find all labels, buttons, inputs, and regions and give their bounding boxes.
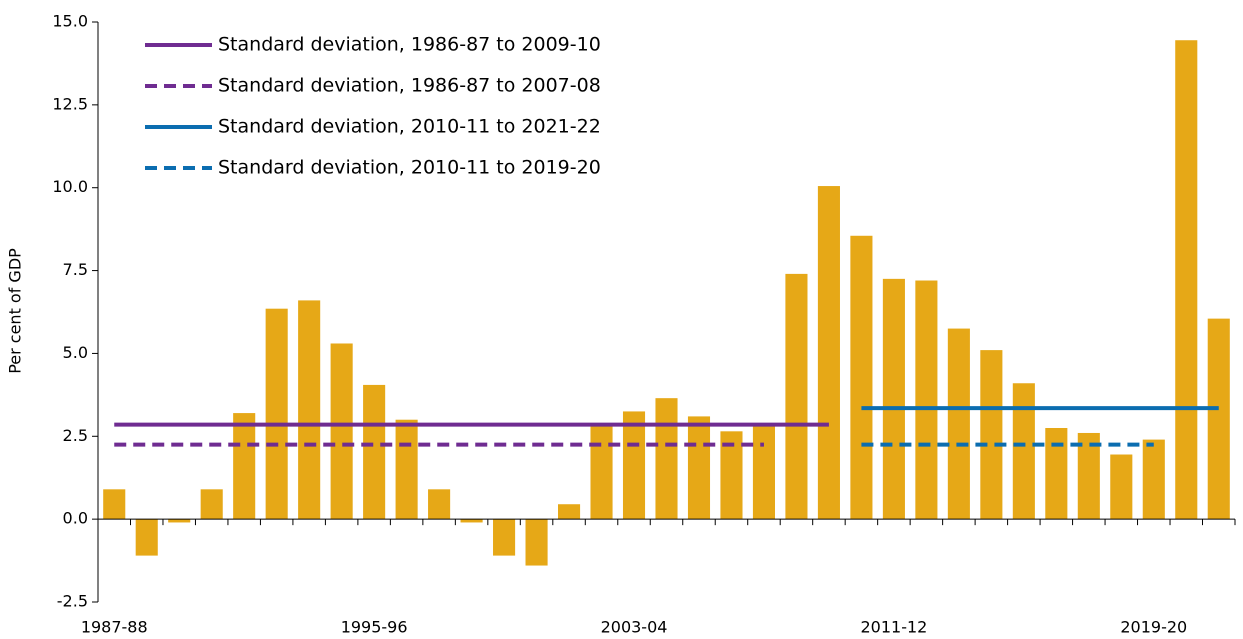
bar — [817, 186, 840, 520]
y-tick-label: 2.5 — [63, 426, 88, 445]
bar — [103, 489, 126, 520]
x-tick-label: 2011-12 — [860, 618, 927, 637]
bar — [947, 328, 970, 520]
bar — [330, 343, 353, 520]
y-tick-label: 0.0 — [63, 509, 88, 528]
bar — [622, 411, 646, 520]
bar — [428, 489, 451, 520]
x-tick-label: 1995-96 — [341, 618, 408, 637]
bar — [590, 426, 613, 520]
y-tick-label: 5.0 — [63, 343, 88, 362]
y-tick-label: 7.5 — [63, 260, 88, 279]
x-tick-label: 2003-04 — [601, 618, 668, 637]
bar — [687, 416, 711, 520]
bar — [1012, 383, 1035, 520]
x-tick-label: 1987-88 — [81, 618, 148, 637]
bar — [168, 519, 191, 523]
bar — [135, 519, 158, 556]
bar — [1175, 40, 1198, 520]
bar — [363, 384, 386, 520]
bar — [752, 426, 776, 520]
bar — [298, 300, 321, 520]
y-tick-label: 10.0 — [52, 177, 88, 196]
bar — [1110, 454, 1133, 520]
legend-label: Standard deviation, 2010-11 to 2019-20 — [218, 157, 601, 179]
bar — [1077, 432, 1100, 520]
bar — [460, 519, 483, 523]
bar — [1207, 318, 1230, 520]
legend-label: Standard deviation, 1986-87 to 2009-10 — [218, 34, 601, 56]
bar — [720, 431, 743, 520]
bar — [493, 519, 516, 556]
bar — [1142, 439, 1165, 520]
bar — [850, 235, 873, 520]
y-tick-label: -2.5 — [57, 592, 88, 611]
bar — [200, 489, 223, 520]
bar — [655, 398, 678, 520]
bar — [525, 519, 548, 566]
bar — [980, 350, 1003, 520]
x-tick-label: 2019-20 — [1120, 618, 1187, 637]
bar — [785, 273, 808, 520]
legend-label: Standard deviation, 1986-87 to 2007-08 — [218, 75, 601, 97]
bar — [915, 280, 938, 520]
y-tick-label: 15.0 — [52, 12, 88, 31]
y-axis-label: Per cent of GDP — [6, 248, 25, 374]
bar — [265, 308, 288, 520]
legend-label: Standard deviation, 2010-11 to 2021-22 — [218, 116, 601, 138]
bar — [1045, 428, 1068, 520]
bar — [882, 278, 905, 520]
y-tick-label: 12.5 — [52, 94, 88, 113]
bar — [557, 504, 581, 520]
bar — [233, 413, 256, 520]
bar — [395, 419, 418, 520]
